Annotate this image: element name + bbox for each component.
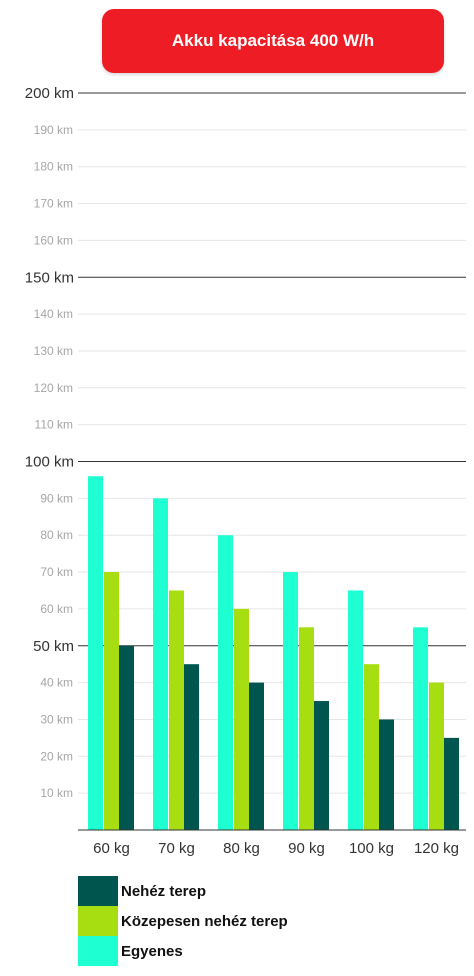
- bar: [379, 719, 394, 830]
- bar: [249, 682, 264, 830]
- y-tick-label: 30 km: [40, 712, 73, 726]
- y-tick-label: 40 km: [40, 676, 73, 690]
- x-tick-label: 120 kg: [414, 840, 459, 857]
- y-tick-label: 110 km: [35, 418, 73, 432]
- legend-item-nehez-terep: Nehéz terep: [78, 876, 288, 906]
- y-tick-label: 160 km: [34, 233, 73, 247]
- legend-swatch: [78, 906, 118, 936]
- bar: [234, 608, 249, 830]
- bar: [169, 590, 184, 830]
- y-tick-label: 190 km: [34, 123, 73, 137]
- y-tick-label: 10 km: [40, 786, 73, 800]
- y-tick-label: 140 km: [34, 307, 73, 321]
- chart-title: Akku kapacitása 400 W/h: [171, 31, 375, 50]
- bar: [184, 664, 199, 830]
- x-tick-label: 60 kg: [93, 840, 130, 857]
- y-tick-label: 50 km: [33, 638, 74, 655]
- bar: [444, 737, 459, 830]
- bar: [283, 572, 298, 830]
- y-tick-label: 20 km: [40, 749, 73, 763]
- legend-item-kozepesen-nehez-terep: Közepesen nehéz terep: [78, 906, 288, 936]
- legend: Nehéz terep Közepesen nehéz terep Egyene…: [78, 876, 288, 966]
- y-tick-label: 90 km: [40, 491, 73, 505]
- legend-swatch: [78, 876, 118, 906]
- bar: [153, 498, 168, 830]
- bar: [88, 476, 103, 830]
- y-tick-label: 180 km: [34, 160, 73, 174]
- y-tick-label: 200 km: [25, 85, 74, 102]
- y-tick-label: 130 km: [34, 344, 73, 358]
- bar: [119, 645, 134, 830]
- chart-title-box: Akku kapacitása 400 W/h: [102, 9, 444, 73]
- x-tick-label: 90 kg: [288, 840, 325, 857]
- y-tick-label: 170 km: [34, 197, 73, 211]
- bar: [364, 664, 379, 830]
- bar: [429, 682, 444, 830]
- bar: [299, 627, 314, 830]
- x-tick-label: 70 kg: [158, 840, 195, 857]
- legend-label: Egyenes: [121, 942, 183, 960]
- legend-label: Közepesen nehéz terep: [121, 912, 288, 930]
- y-tick-label: 80 km: [40, 528, 73, 542]
- bar: [314, 701, 329, 830]
- y-tick-label: 150 km: [25, 269, 74, 286]
- legend-label: Nehéz terep: [121, 882, 207, 900]
- x-tick-label: 80 kg: [223, 840, 260, 857]
- legend-swatch: [78, 936, 118, 966]
- legend-item-egyenes: Egyenes: [78, 936, 288, 966]
- bar: [218, 535, 233, 830]
- y-tick-label: 120 km: [34, 381, 73, 395]
- x-tick-label: 100 kg: [349, 840, 394, 857]
- y-tick-label: 100 km: [25, 454, 74, 471]
- bar: [348, 590, 363, 830]
- bar-chart: 10 km 20 km 30 km 40 km 50 km 60 km 70 km 80 km…: [25, 85, 466, 857]
- bar: [413, 627, 428, 830]
- bar: [104, 572, 119, 830]
- y-tick-label: 70 km: [40, 565, 73, 579]
- y-tick-label: 60 km: [40, 602, 73, 616]
